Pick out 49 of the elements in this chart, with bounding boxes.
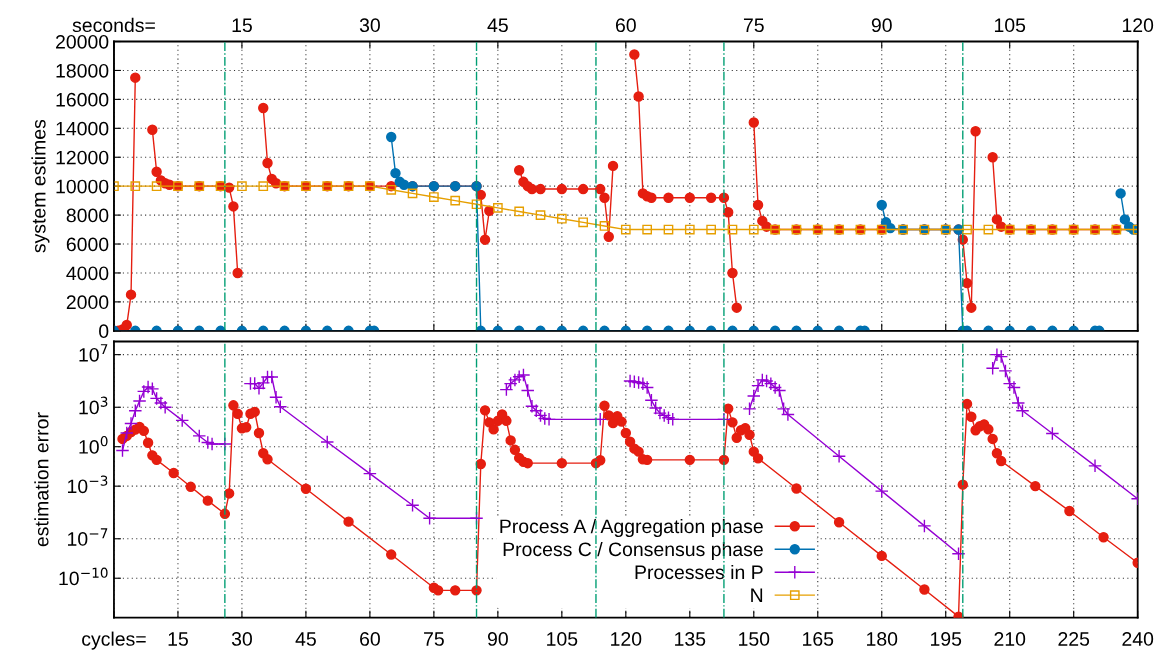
y-tick-label: 8000: [66, 208, 109, 223]
y-tick-label: 10$^{−7}$: [68, 528, 108, 546]
y-tick-label: 14000: [56, 121, 109, 136]
y-tick-label: 10$^{−10}$: [59, 567, 108, 586]
x2-tick-label: 105: [994, 18, 1026, 33]
y-tick-label: 10$^{7}$: [79, 344, 108, 362]
y-tick-label: 2000: [66, 295, 109, 310]
y-tick-label: 0: [99, 324, 109, 339]
legend-label: N: [751, 588, 763, 602]
x-tick-label: 60: [360, 632, 380, 646]
x2-tick-label: 120: [1122, 18, 1154, 33]
y-tick-label: 16000: [56, 92, 109, 107]
x2-tick-label: 15: [232, 18, 252, 33]
y-tick-label: 6000: [66, 237, 109, 252]
x-tick-label: 135: [675, 632, 706, 646]
x2-tick-label: 90: [871, 18, 892, 33]
x-tick-label: 225: [1058, 632, 1090, 646]
x-tick-label: 180: [867, 632, 898, 646]
y-tick-label: 10000: [56, 179, 109, 194]
x2-tick-label: 30: [359, 18, 380, 33]
y-tick-label: 10$^{0}$: [79, 436, 108, 454]
x-tick-label: 105: [547, 632, 578, 646]
x-tick-label: 195: [930, 632, 962, 646]
y-tick-label: 18000: [56, 63, 109, 78]
x2-tick-label: 45: [487, 18, 508, 33]
x-tick-label: 45: [295, 632, 316, 646]
legend-label: Process A / Aggregation phase: [500, 518, 763, 538]
x2-tick-label: 75: [743, 18, 764, 33]
y-tick-label: 10$^{3}$: [79, 396, 108, 415]
legend-label: Processes in P: [635, 564, 763, 580]
x-tick-label: 90: [487, 632, 508, 646]
x-tick-label: 210: [994, 632, 1026, 646]
x-tick-label: cycles=: [82, 631, 146, 650]
x-tick-label: 120: [611, 632, 642, 646]
x2-tick-label: 60: [616, 18, 636, 33]
legend-label: Process C / Consensus phase: [503, 541, 763, 561]
y-axis-title: system estimes: [31, 119, 50, 253]
y-tick-label: 10$^{−3}$: [68, 475, 108, 494]
y-tick-label: 12000: [56, 150, 109, 165]
x2-tick-label: seconds=: [72, 17, 155, 33]
x-tick-label: 15: [168, 632, 188, 646]
y-axis-title: estimation error: [34, 412, 49, 547]
x-tick-label: 75: [424, 632, 444, 646]
y-tick-label: 20000: [56, 34, 109, 49]
x-tick-label: 150: [739, 632, 770, 646]
x-tick-label: 165: [803, 632, 834, 646]
x-tick-label: 30: [231, 632, 252, 646]
x-tick-label: 240: [1122, 632, 1154, 646]
y-tick-label: 4000: [66, 266, 109, 281]
